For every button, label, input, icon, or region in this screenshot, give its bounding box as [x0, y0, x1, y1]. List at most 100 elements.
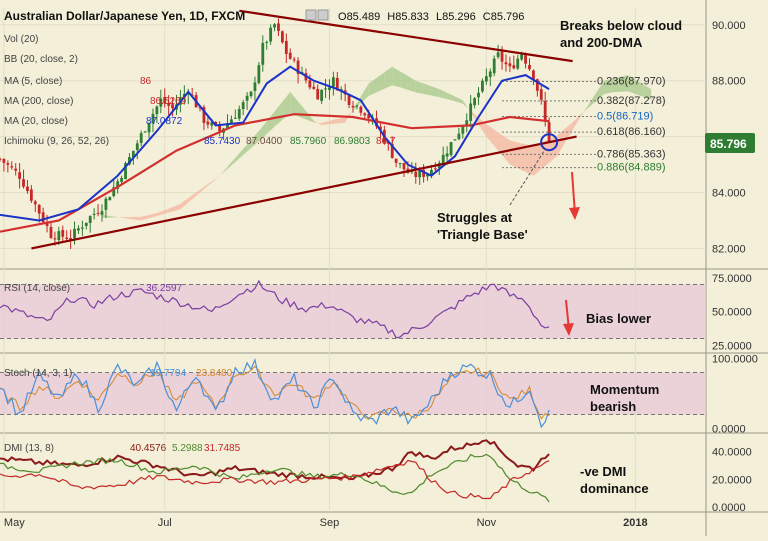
candle-body [292, 59, 296, 61]
cloud-segment [321, 120, 330, 126]
cloud-segment [525, 144, 534, 176]
cloud-segment [156, 210, 165, 216]
candle-body [347, 95, 351, 106]
candle-body [543, 100, 547, 122]
cloud-segment [243, 139, 252, 156]
cloud-segment [203, 181, 212, 190]
header-controls [305, 9, 329, 21]
candle-body [520, 54, 524, 60]
ma20-label: MA (20, close) [4, 116, 68, 127]
candle-body [131, 150, 135, 158]
candle-body [324, 88, 327, 90]
candle-body [33, 201, 37, 205]
down-arrow-rsi-head [563, 323, 574, 336]
cloud-segment [368, 77, 377, 96]
cloud-segment [572, 114, 581, 131]
ichimoku-value-3: 85.7960 [290, 136, 327, 147]
annotation-breaks-line2: and 200-DMA [560, 35, 643, 50]
candle-body [10, 166, 14, 168]
candle-body [335, 77, 339, 91]
cloud-segment [109, 216, 118, 218]
candle-body [351, 105, 355, 108]
bb-label: BB (20, close, 2) [4, 54, 78, 65]
candle-body [124, 163, 127, 180]
candle-body [288, 52, 292, 59]
candle-body [26, 186, 29, 192]
candle-body [171, 104, 174, 109]
candle-body [465, 120, 469, 126]
candle-body [296, 60, 300, 74]
eye-icon[interactable] [305, 9, 317, 21]
rsi-y-tick-label: 25.0000 [712, 340, 752, 352]
candle-body [430, 169, 433, 176]
candle-body [528, 64, 531, 70]
candle-body [265, 41, 269, 43]
rsi-value: 36.2597 [146, 283, 183, 294]
candle-body [441, 154, 445, 164]
stoch-k-line [0, 357, 550, 429]
candle-body [410, 171, 414, 173]
candle-body [363, 113, 367, 116]
candle-body [516, 58, 520, 69]
cloud-segment [227, 157, 236, 169]
oscillators [0, 279, 706, 503]
cloud-segment [596, 80, 605, 102]
candle-body [96, 212, 100, 214]
rsi-line [0, 279, 550, 339]
x-tick-label: May [4, 517, 25, 529]
cloud-segment [604, 78, 612, 95]
cloud-segment [431, 86, 440, 98]
x-tick-label: Sep [320, 517, 340, 529]
candle-body [461, 125, 465, 134]
ichimoku-value-1: 85.7430 [204, 136, 241, 147]
candle-body [281, 31, 284, 43]
ma5-label: MA (5, close) [4, 76, 62, 87]
cloud-segment [494, 129, 503, 156]
candle-body [241, 102, 245, 110]
dmi-plus-line [0, 453, 550, 503]
grid [0, 8, 706, 510]
ma200-label: MA (200, close) [4, 96, 73, 107]
candle-body [233, 117, 237, 119]
candle-body [65, 237, 69, 239]
dmi-label: DMI (13, 8) [4, 443, 54, 454]
highlight-circle [540, 133, 559, 152]
annotation-bias: Bias lower [586, 311, 651, 326]
ma20-value: 87.0872 [146, 116, 183, 127]
cloud-segment [274, 101, 283, 127]
ma200-line [0, 113, 550, 233]
cloud-segment [400, 71, 408, 90]
y-tick-label: 82.000 [712, 243, 746, 255]
dmi-adx-line [0, 439, 550, 481]
annotation-dmi-line1: -ve DMI [580, 464, 626, 479]
candle-body [88, 216, 92, 223]
settings-icon[interactable] [317, 9, 329, 21]
rsi-label: RSI (14, close) [4, 283, 70, 294]
cloud-segment [588, 92, 597, 108]
cloud-segment [423, 83, 432, 96]
candle-body [80, 227, 84, 229]
dmi-y-tick-label: 20.0000 [712, 474, 752, 486]
candle-body [320, 90, 324, 101]
stoch-label: Stoch (14, 3, 1) [4, 368, 72, 379]
candle-body [539, 89, 543, 100]
candle-body [331, 77, 335, 87]
candle-body [426, 174, 429, 177]
triangle-base-trendline [31, 135, 577, 250]
stoch-d-line [0, 365, 550, 420]
candle-body [257, 65, 261, 83]
dmi-adx-value: 40.4576 [130, 443, 167, 454]
ohlc-open: 85.489 [347, 11, 381, 23]
candle-body [488, 71, 492, 78]
dmi-minus-value: 31.7485 [204, 443, 241, 454]
rsi-band [0, 284, 706, 339]
candle-body [532, 70, 535, 80]
candle-body [14, 168, 18, 171]
candle-body [473, 98, 476, 106]
cloud-segment [117, 217, 126, 219]
candle-body [41, 212, 45, 223]
candle-body [508, 63, 512, 67]
candle-body [61, 229, 65, 237]
candle-body [108, 197, 112, 201]
